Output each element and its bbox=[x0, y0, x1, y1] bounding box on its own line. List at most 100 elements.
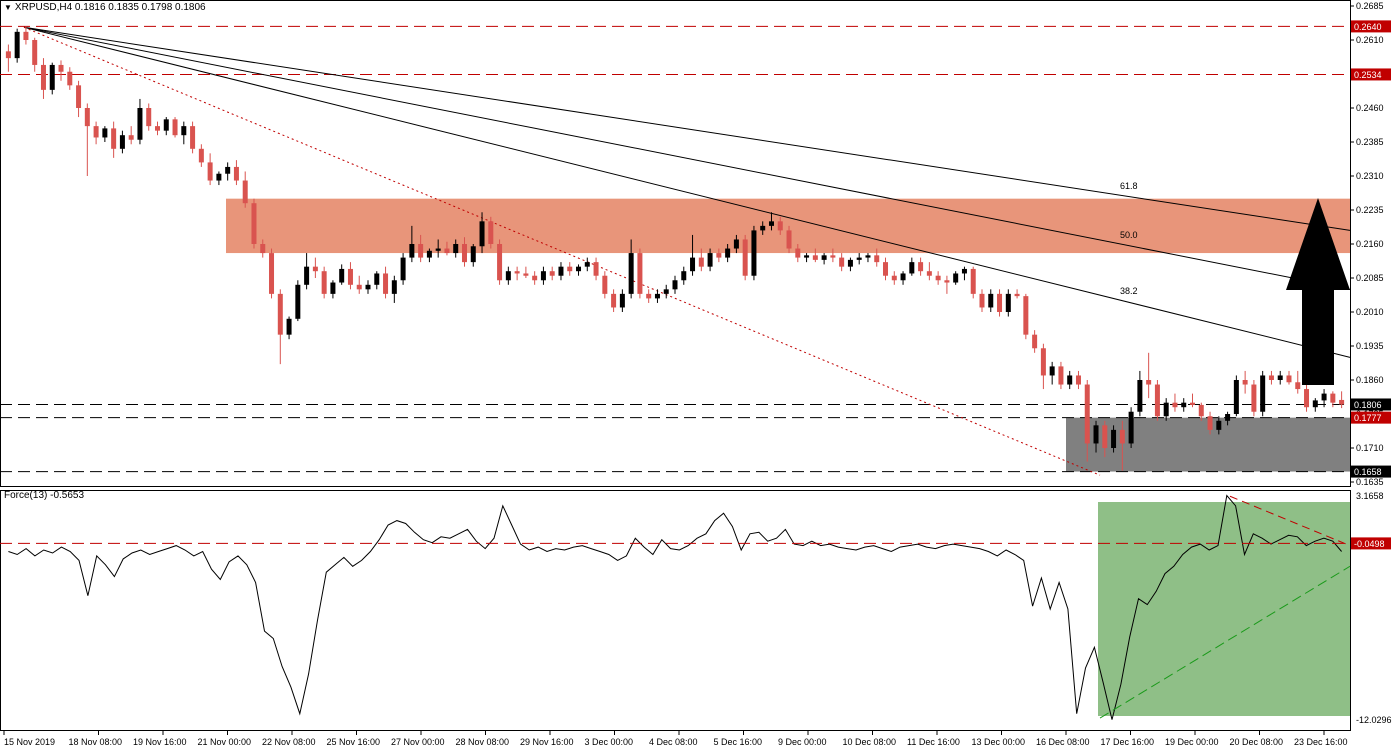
level-label: 0.2534 bbox=[1354, 70, 1382, 80]
candle-body bbox=[935, 275, 941, 281]
candle-body bbox=[997, 293, 1003, 312]
candle-body bbox=[628, 253, 634, 294]
candle-body bbox=[1312, 400, 1318, 408]
candle bbox=[856, 253, 862, 265]
candle bbox=[497, 239, 503, 285]
candle bbox=[944, 275, 950, 294]
candle-body bbox=[540, 271, 546, 281]
candle bbox=[1181, 398, 1187, 412]
candle-body bbox=[733, 239, 739, 249]
candle-body bbox=[1154, 384, 1160, 417]
candle-body bbox=[944, 280, 950, 283]
candle-body bbox=[1067, 375, 1073, 385]
candle bbox=[1339, 391, 1345, 409]
y-tick-label: 0.1710 bbox=[1356, 443, 1384, 453]
candle bbox=[23, 26, 29, 45]
x-tick-label: 11 Dec 16:00 bbox=[907, 737, 960, 747]
candle bbox=[321, 266, 327, 299]
candle-body bbox=[242, 180, 248, 204]
candle-body bbox=[1172, 402, 1178, 408]
candle-body bbox=[14, 31, 20, 59]
x-tick-label: 25 Nov 16:00 bbox=[327, 737, 381, 747]
candle-body bbox=[453, 244, 459, 254]
candle bbox=[777, 216, 783, 235]
candle-body bbox=[979, 293, 985, 308]
candle bbox=[1005, 289, 1011, 317]
candle-body bbox=[295, 284, 301, 319]
candle-body bbox=[190, 126, 196, 149]
main-chart-header: ▼ XRPUSD,H4 0.1816 0.1835 0.1798 0.1806 bbox=[4, 2, 206, 13]
fib-fan-line-61.8 bbox=[23, 26, 1351, 231]
candle bbox=[216, 171, 222, 186]
candle-body bbox=[970, 268, 976, 294]
triangle-down-icon: ▼ bbox=[4, 3, 12, 12]
candle-body bbox=[84, 108, 90, 127]
candle-body bbox=[198, 148, 204, 163]
candle bbox=[681, 266, 687, 285]
y-tick-label: 0.2685 bbox=[1356, 1, 1384, 11]
candle bbox=[1111, 425, 1117, 453]
candle-body bbox=[874, 255, 880, 263]
candle bbox=[1102, 420, 1108, 458]
candle-body bbox=[119, 135, 125, 149]
candle bbox=[1295, 370, 1301, 394]
candle bbox=[40, 58, 46, 99]
candle bbox=[409, 225, 415, 263]
candle bbox=[584, 257, 590, 272]
x-tick-label: 16 Dec 08:00 bbox=[1036, 737, 1090, 747]
candle bbox=[1190, 393, 1196, 408]
candle-body bbox=[1084, 384, 1090, 444]
fib-fan-label-38.2: 38.2 bbox=[1120, 286, 1138, 296]
candle bbox=[5, 44, 11, 72]
candle-body bbox=[330, 282, 336, 294]
candle-body bbox=[646, 293, 652, 299]
candle-body bbox=[1190, 402, 1196, 405]
candle-body bbox=[839, 257, 845, 267]
candle bbox=[207, 153, 213, 186]
x-tick-label: 15 Nov 2019 bbox=[4, 737, 55, 747]
candle bbox=[14, 28, 20, 63]
candle-body bbox=[321, 271, 327, 294]
candle bbox=[163, 117, 169, 136]
candle bbox=[1207, 411, 1213, 435]
candle-body bbox=[1032, 334, 1038, 349]
main-chart-header-label: XRPUSD,H4 0.1816 0.1835 0.1798 0.1806 bbox=[14, 2, 206, 13]
candle bbox=[356, 275, 362, 294]
x-tick-label: 19 Dec 00:00 bbox=[1165, 737, 1219, 747]
x-tick-label: 21 Nov 00:00 bbox=[198, 737, 252, 747]
candle bbox=[1268, 370, 1274, 385]
candle-body bbox=[1093, 425, 1099, 444]
candle-body bbox=[707, 253, 713, 267]
candle-body bbox=[786, 230, 792, 249]
candle-body bbox=[1321, 393, 1327, 401]
candle bbox=[479, 212, 485, 254]
candle-body bbox=[181, 126, 187, 136]
candle-body bbox=[611, 293, 617, 308]
candle-body bbox=[1146, 380, 1152, 385]
x-tick-label: 4 Dec 08:00 bbox=[649, 737, 698, 747]
candle-body bbox=[1277, 375, 1283, 380]
candle bbox=[619, 289, 625, 312]
x-tick-label: 28 Nov 08:00 bbox=[456, 737, 510, 747]
candle-body bbox=[777, 221, 783, 231]
candle-body bbox=[602, 275, 608, 294]
candle-body bbox=[1111, 429, 1117, 448]
candle-body bbox=[479, 221, 485, 247]
candle bbox=[733, 234, 739, 254]
candle-body bbox=[365, 284, 371, 290]
candle-body bbox=[576, 266, 582, 272]
candle-body bbox=[1102, 425, 1108, 448]
force-y-tick-label: 3.1658 bbox=[1356, 491, 1384, 501]
candle bbox=[654, 289, 660, 303]
candle bbox=[391, 275, 397, 303]
candle bbox=[716, 248, 722, 263]
candle bbox=[970, 266, 976, 299]
candle-body bbox=[742, 239, 748, 276]
candle bbox=[1233, 375, 1239, 417]
candle bbox=[1137, 370, 1143, 417]
candle-body bbox=[768, 221, 774, 226]
level-label-bg bbox=[1351, 398, 1391, 411]
candle-body bbox=[795, 248, 801, 258]
candle bbox=[742, 234, 748, 281]
candle-body bbox=[926, 271, 932, 276]
